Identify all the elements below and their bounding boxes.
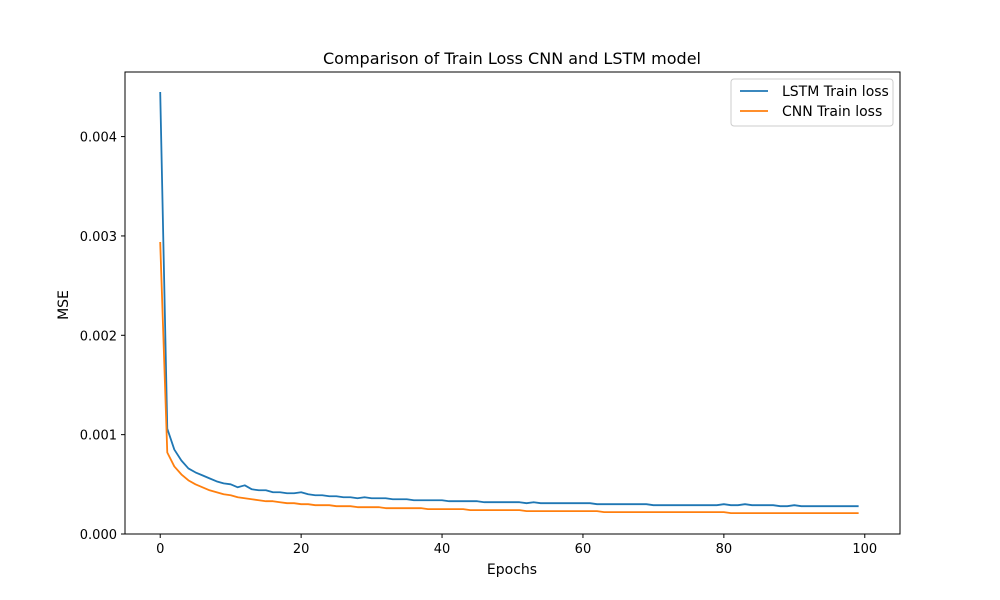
x-tick-label: 40 [434, 542, 451, 557]
series-line-cnn [159, 241, 859, 515]
y-tick-label: 0.003 [80, 230, 117, 245]
y-tick-label: 0.000 [80, 528, 117, 543]
legend-label: LSTM Train loss [782, 84, 889, 100]
x-tick-label: 20 [293, 542, 310, 557]
x-axis: 0 20 40 60 80 100 [156, 534, 877, 557]
x-tick-label: 100 [852, 542, 877, 557]
y-axis: 0.000 0.001 0.002 0.003 0.004 [80, 131, 125, 543]
y-axis-label: MSE [56, 290, 72, 320]
series-lines [159, 91, 859, 515]
plot-frame [124, 71, 901, 535]
x-tick-label: 80 [716, 542, 733, 557]
legend-label: CNN Train loss [782, 104, 882, 120]
y-tick-label: 0.002 [80, 329, 117, 344]
legend-box [730, 78, 894, 127]
series-line-lstm [159, 91, 859, 508]
y-tick-label: 0.001 [80, 429, 117, 444]
x-tick-label: 0 [156, 542, 164, 557]
x-axis-label: Epochs [487, 562, 537, 578]
legend: LSTM Train loss CNN Train loss [730, 78, 894, 127]
x-tick-label: 60 [575, 542, 592, 557]
chart-title: Comparison of Train Loss CNN and LSTM mo… [323, 49, 701, 68]
y-tick-label: 0.004 [80, 131, 117, 146]
